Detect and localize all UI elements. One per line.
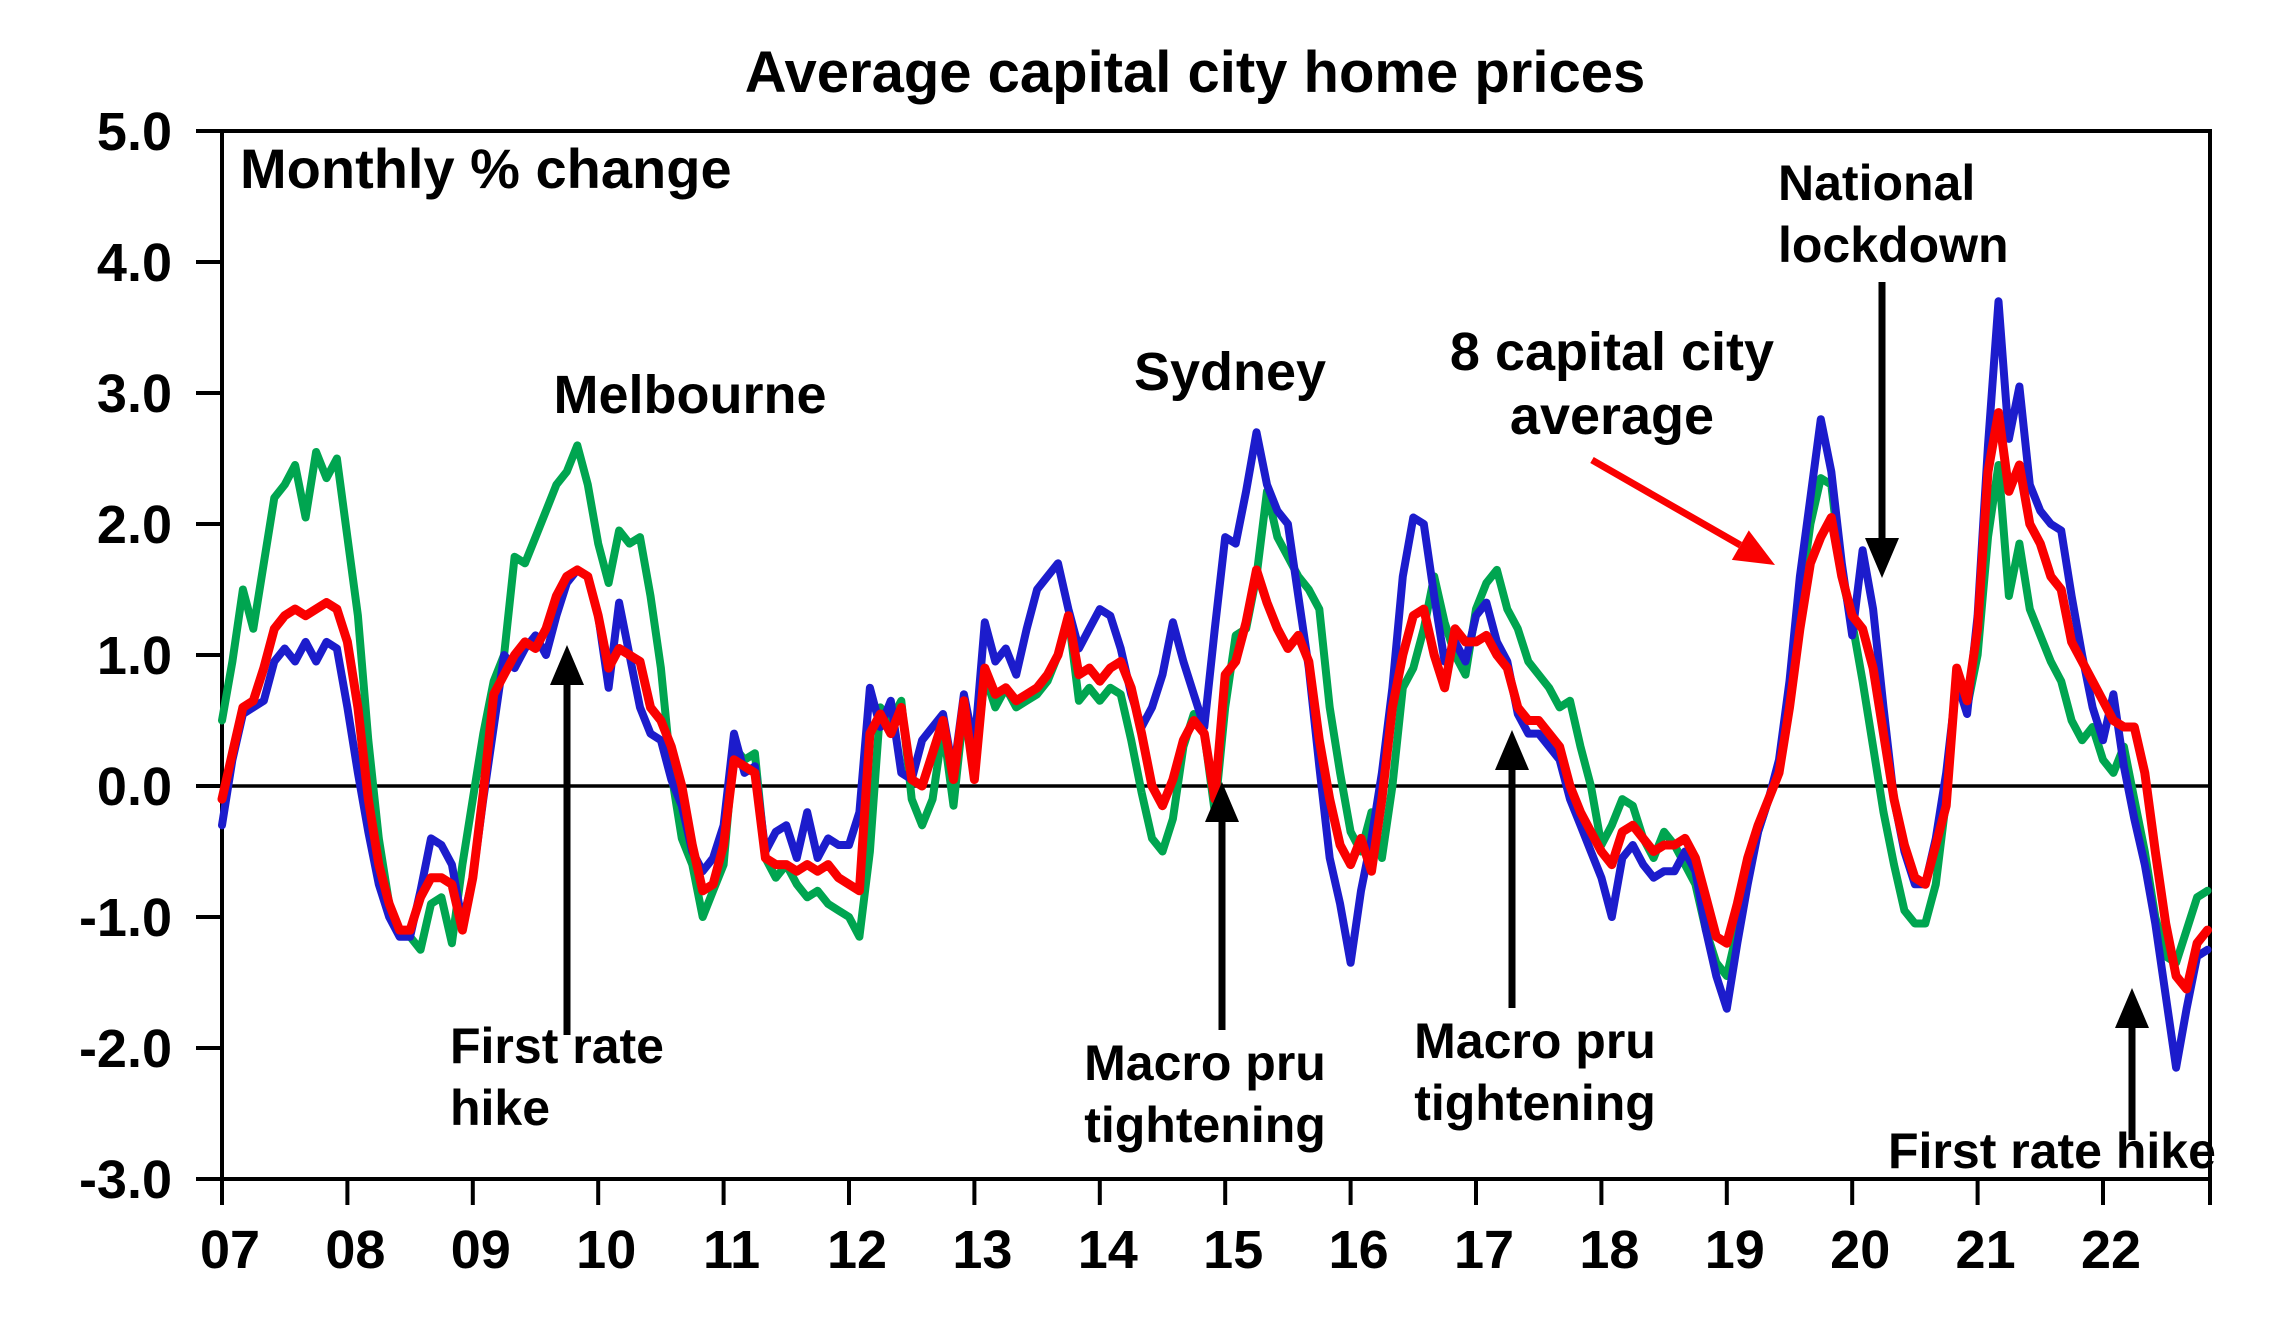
- y-tick-label: -2.0: [79, 1019, 172, 1079]
- x-tick-label: 07: [200, 1220, 260, 1280]
- annotation-macro-pru-2015: Macro pru tightening: [1084, 782, 1326, 1153]
- annotation-macro-pru-2017-text: tightening: [1414, 1075, 1656, 1131]
- y-units-label: Monthly % change: [240, 137, 732, 200]
- annotation-macro-pru-2015-text: tightening: [1084, 1097, 1326, 1153]
- series-line-melbourne[interactable]: [218, 441, 2212, 980]
- x-tick-label: 09: [451, 1220, 511, 1280]
- series-line-8-capital-city-average[interactable]: [217, 408, 2212, 994]
- annotation-macro-pru-2015-text: Macro pru: [1084, 1035, 1326, 1091]
- series-layer: [217, 297, 2212, 1072]
- y-tick-label: -1.0: [79, 888, 172, 948]
- annotation-macro-pru-2017: Macro pru tightening: [1414, 730, 1656, 1131]
- annotation-national-lockdown-text: lockdown: [1778, 217, 2009, 273]
- chart-title: Average capital city home prices: [745, 40, 1645, 105]
- annotation-first-rate-hike-2009: First rate hike: [450, 645, 664, 1136]
- x-tick-label: 22: [2081, 1220, 2141, 1280]
- annotation-first-rate-hike-2009-text: hike: [450, 1080, 550, 1136]
- x-tick-label: 20: [1830, 1220, 1890, 1280]
- y-tick-label: 3.0: [97, 364, 172, 424]
- annotation-first-rate-hike-2022: First rate hike: [1888, 988, 2216, 1179]
- annotation-first-rate-hike-2009-arrow-head: [550, 645, 584, 685]
- axes-layer: 5.0 4.0 3.0 2.0 1.0 0.0 -1.0 -2.0 -3.0 07 08 09 10 11…: [79, 102, 2212, 1280]
- annotation-avg-label-pointer: [1590, 456, 1775, 565]
- annotation-first-rate-hike-2022-text: First rate hike: [1888, 1123, 2216, 1179]
- x-tick-label: 12: [827, 1220, 887, 1280]
- x-tick-label: 10: [576, 1220, 636, 1280]
- y-tick-label: 4.0: [97, 233, 172, 293]
- x-tick-label: 21: [1956, 1220, 2016, 1280]
- series-labels-layer: Melbourne Sydney 8 capital city average: [553, 322, 1774, 446]
- x-tick-label: 17: [1454, 1220, 1514, 1280]
- x-tick-label: 16: [1329, 1220, 1389, 1280]
- series-label-8cc-average-line1: 8 capital city: [1450, 322, 1774, 382]
- y-tick-label: 5.0: [97, 102, 172, 162]
- annotation-national-lockdown-arrow-head: [1865, 538, 1899, 578]
- annotation-national-lockdown-text: National: [1778, 155, 1975, 211]
- series-line-sydney[interactable]: [218, 297, 2212, 1072]
- annotation-first-rate-hike-2009-text: First rate: [450, 1018, 664, 1074]
- x-tick-label: 18: [1579, 1220, 1639, 1280]
- annotation-national-lockdown: National lockdown: [1778, 155, 2009, 578]
- annotation-avg-label-pointer-arrow-head: [1731, 530, 1775, 565]
- series-label-8cc-average-line2: average: [1510, 386, 1714, 446]
- annotation-macro-pru-2017-text: Macro pru: [1414, 1013, 1656, 1069]
- x-tick-label: 08: [325, 1220, 385, 1280]
- annotation-macro-pru-2015-arrow-head: [1205, 782, 1239, 822]
- series-label-sydney: Sydney: [1134, 342, 1326, 402]
- x-tick-label: 15: [1203, 1220, 1263, 1280]
- annotation-macro-pru-2017-arrow-head: [1495, 730, 1529, 770]
- x-tick-label: 19: [1705, 1220, 1765, 1280]
- y-tick-label: -3.0: [79, 1150, 172, 1210]
- annotation-avg-label-pointer-arrow-shaft: [1590, 456, 1743, 549]
- x-tick-label: 13: [952, 1220, 1012, 1280]
- x-tick-label: 11: [703, 1220, 760, 1280]
- y-tick-label: 1.0: [97, 626, 172, 686]
- series-label-melbourne: Melbourne: [553, 365, 826, 425]
- x-tick-label: 14: [1078, 1220, 1138, 1280]
- annotation-first-rate-hike-2022-arrow-head: [2115, 988, 2149, 1028]
- y-tick-label: 2.0: [97, 495, 172, 555]
- y-tick-label: 0.0: [97, 757, 172, 817]
